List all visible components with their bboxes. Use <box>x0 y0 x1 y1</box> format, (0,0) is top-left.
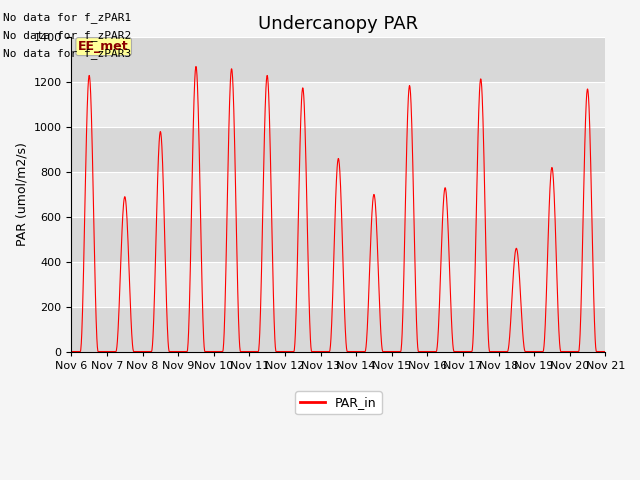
Text: No data for f_zPAR3: No data for f_zPAR3 <box>3 48 131 60</box>
Bar <box>72 217 605 262</box>
Bar <box>72 262 605 307</box>
Bar <box>72 172 605 217</box>
Title: Undercanopy PAR: Undercanopy PAR <box>259 15 419 33</box>
Bar <box>72 307 605 351</box>
Text: EE_met: EE_met <box>78 40 129 53</box>
Bar <box>72 127 605 172</box>
Text: No data for f_zPAR1: No data for f_zPAR1 <box>3 12 131 23</box>
Bar <box>72 37 605 82</box>
Legend: PAR_in: PAR_in <box>295 391 381 414</box>
Y-axis label: PAR (umol/m2/s): PAR (umol/m2/s) <box>15 143 28 246</box>
Text: No data for f_zPAR2: No data for f_zPAR2 <box>3 30 131 41</box>
Bar <box>72 82 605 127</box>
